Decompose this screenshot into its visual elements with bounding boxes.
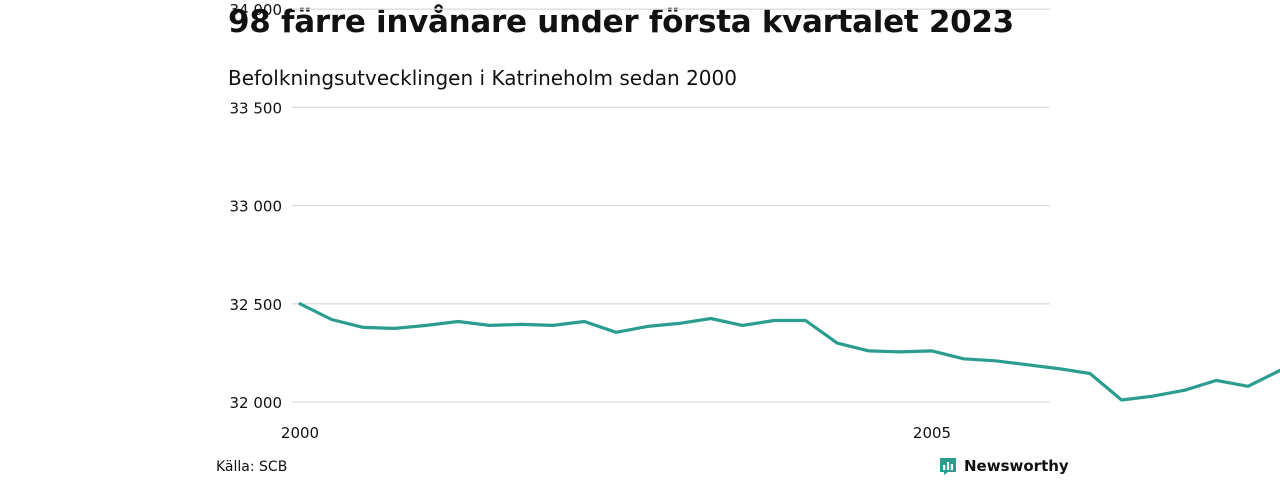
series-line — [298, 302, 1280, 402]
chart-title: 98 färre invånare under första kvartalet… — [228, 4, 1014, 40]
y-tick-label: 34 000 — [230, 1, 283, 19]
chart-subtitle: Befolkningsutvecklingen i Katrineholm se… — [228, 66, 737, 90]
brand-logo: Newsworthy — [938, 456, 1069, 476]
y-tick-label: 32 500 — [230, 296, 283, 314]
y-tick-label: 33 500 — [230, 99, 283, 117]
bar-chart-speech-bubble-icon — [940, 458, 956, 475]
brand-name: Newsworthy — [964, 457, 1069, 475]
y-tick-label: 32 000 — [230, 394, 283, 412]
source-note: Källa: SCB — [216, 459, 288, 475]
x-tick-label: 2000 — [281, 424, 319, 442]
y-tick-label: 33 000 — [230, 198, 283, 216]
x-tick-label: 2005 — [913, 424, 951, 442]
